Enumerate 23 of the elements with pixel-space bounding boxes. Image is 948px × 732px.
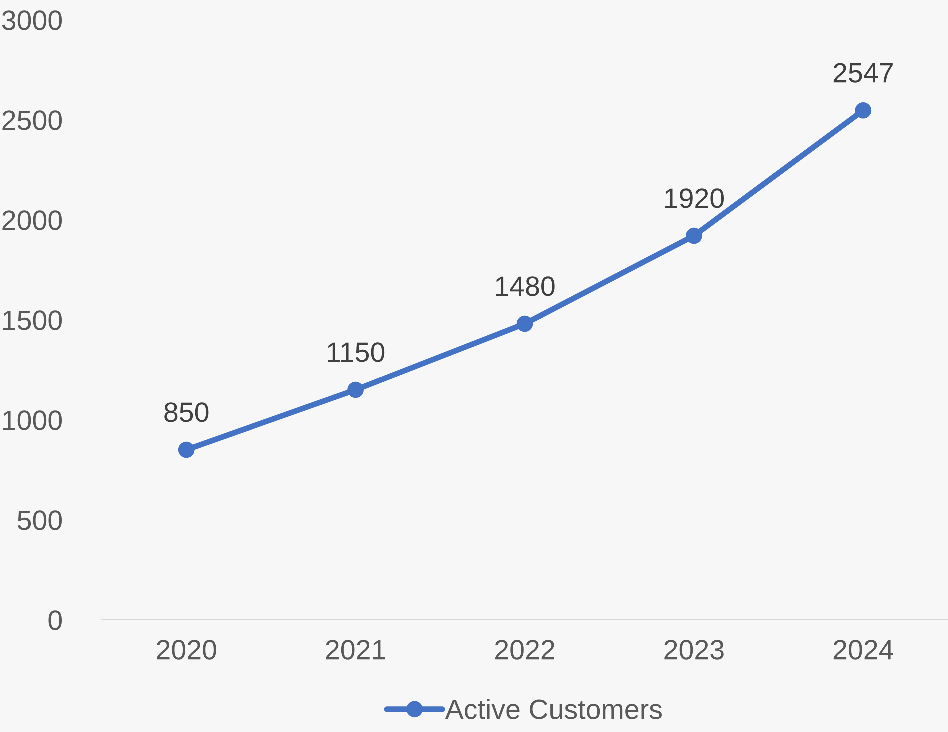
data-label: 850 bbox=[164, 402, 209, 422]
data-label: 2547 bbox=[834, 63, 893, 83]
x-tick-label: 2024 bbox=[834, 640, 894, 660]
y-tick-label: 1000 bbox=[3, 410, 62, 430]
data-label: 1920 bbox=[665, 188, 724, 208]
y-tick-label: 3000 bbox=[2, 10, 62, 30]
x-tick-label: 2023 bbox=[664, 640, 724, 660]
point bbox=[348, 382, 364, 398]
y-tick-label: 500 bbox=[18, 510, 62, 530]
y-tick-label: 2500 bbox=[2, 110, 62, 130]
point bbox=[855, 102, 872, 119]
x-tick-label: 2022 bbox=[496, 640, 555, 660]
point bbox=[178, 442, 195, 458]
y-tick-label: 2000 bbox=[2, 210, 62, 230]
data-label: 1480 bbox=[496, 276, 555, 296]
x-tick-label: 2021 bbox=[326, 640, 386, 660]
y-tick-label: 0 bbox=[48, 610, 62, 630]
point bbox=[516, 316, 534, 332]
data-label: 1150 bbox=[328, 342, 385, 362]
x-tick-label: 2020 bbox=[157, 640, 216, 660]
legend-label: Active Customers bbox=[445, 699, 662, 720]
point bbox=[686, 228, 702, 244]
y-tick-label: 1500 bbox=[3, 310, 62, 330]
